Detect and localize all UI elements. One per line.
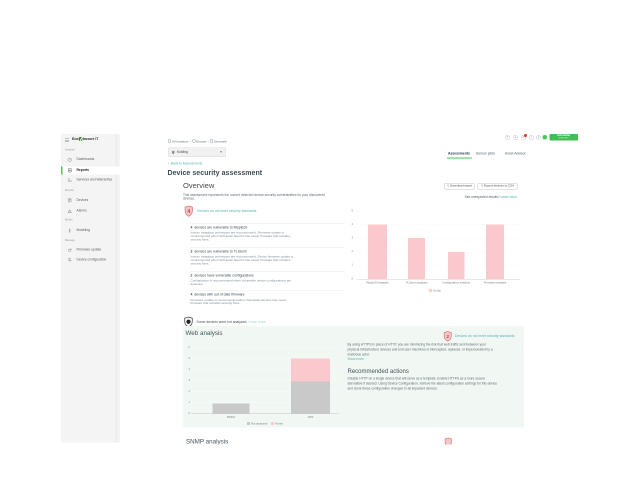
svg-text:4: 4 [187, 208, 190, 214]
svg-text:2: 2 [446, 333, 449, 338]
